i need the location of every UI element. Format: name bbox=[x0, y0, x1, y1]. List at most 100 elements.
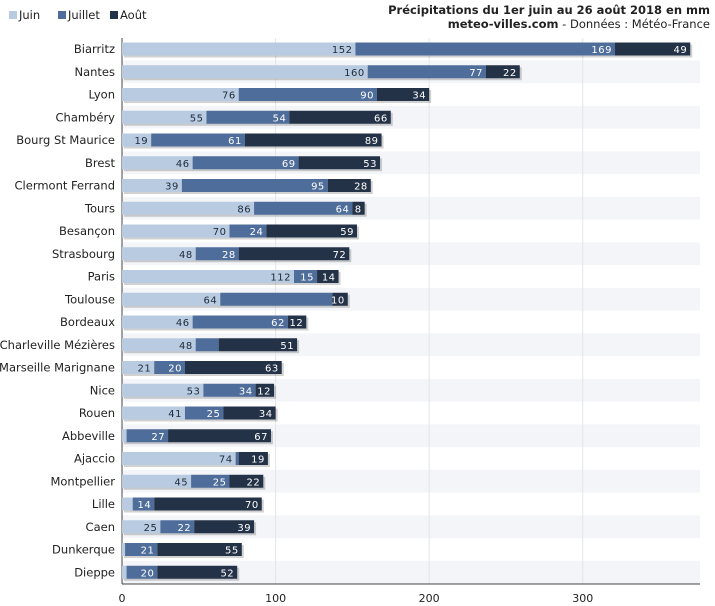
bar-juillet bbox=[355, 42, 615, 56]
category-label: Tours bbox=[84, 201, 115, 215]
bar-juillet bbox=[238, 88, 377, 101]
chart-subtitle: meteo-villes.com - Données : Météo-Franc… bbox=[448, 17, 710, 31]
bar-juin bbox=[122, 520, 161, 534]
bar-aout bbox=[238, 247, 350, 261]
legend-swatch-juin bbox=[9, 11, 17, 19]
data-label-juin: 70 bbox=[213, 227, 227, 238]
data-label-juin: 64 bbox=[204, 295, 218, 306]
bar-juin bbox=[122, 474, 192, 488]
bar-aout bbox=[298, 156, 381, 170]
bar-juillet bbox=[191, 474, 230, 488]
category-label: Brest bbox=[85, 156, 115, 170]
data-label-juin: 46 bbox=[176, 159, 190, 170]
category-label: Bordeaux bbox=[60, 315, 115, 329]
category-label: Nice bbox=[90, 383, 115, 397]
bar-juillet bbox=[184, 406, 224, 420]
source-credit: - Données : Météo-France bbox=[559, 17, 710, 31]
data-label-juillet: 22 bbox=[177, 523, 191, 534]
data-label-aout: 55 bbox=[225, 546, 239, 557]
category-label: Ajaccio bbox=[74, 452, 115, 466]
x-tick-label: 0 bbox=[119, 592, 126, 605]
legend-label-juin: Juin bbox=[18, 8, 40, 22]
bar-juin bbox=[122, 179, 182, 192]
bar-aout bbox=[184, 361, 282, 374]
bar-juin bbox=[122, 292, 221, 306]
data-label-aout: 51 bbox=[280, 341, 294, 352]
bar-juin bbox=[122, 497, 133, 511]
data-label-juin: 41 bbox=[168, 409, 182, 420]
bar-juillet bbox=[254, 201, 353, 215]
bar-juillet bbox=[192, 156, 299, 170]
category-labels: Biarritz Nantes Lyon Chambéry Bourg St Mauri… bbox=[0, 42, 115, 579]
legend-swatch-juillet bbox=[58, 11, 66, 19]
bar-aout bbox=[255, 383, 275, 397]
bar-juin bbox=[122, 133, 152, 147]
data-label-juillet: 24 bbox=[250, 227, 264, 238]
x-tick-label: 300 bbox=[572, 592, 593, 605]
data-label-juillet: 15 bbox=[300, 273, 314, 284]
bar-juillet bbox=[192, 315, 288, 329]
data-label-aout: 34 bbox=[412, 91, 426, 102]
data-label-juillet: 77 bbox=[469, 68, 483, 79]
bar-juillet bbox=[367, 65, 486, 79]
bar-juillet bbox=[126, 429, 169, 443]
data-label-juin: 55 bbox=[190, 113, 204, 124]
data-label-juillet: 169 bbox=[591, 45, 612, 56]
category-label: Lille bbox=[92, 497, 115, 511]
bar-juillet bbox=[160, 520, 195, 534]
bar-juillet bbox=[181, 179, 328, 192]
bar-juin bbox=[122, 429, 127, 443]
data-label-juillet: 61 bbox=[228, 136, 242, 147]
bar-juillet bbox=[154, 361, 185, 374]
row-band bbox=[122, 515, 700, 539]
category-label: Nantes bbox=[74, 65, 115, 79]
data-label-aout: 10 bbox=[331, 295, 345, 306]
bar-aout bbox=[154, 497, 262, 511]
data-label-juillet: 34 bbox=[239, 386, 253, 397]
bar-juin bbox=[122, 247, 196, 261]
data-label-aout: 22 bbox=[247, 477, 261, 488]
data-label-juillet: 25 bbox=[213, 477, 227, 488]
bar-aout bbox=[157, 565, 238, 579]
data-label-juin: 53 bbox=[187, 386, 201, 397]
data-label-juillet: 90 bbox=[360, 91, 374, 102]
bars: 152 169 49 160 77 22 76 90 34 55 54 66 19 61 89 46 69 53 3… bbox=[122, 42, 693, 581]
bar-juin bbox=[122, 565, 127, 579]
bar-juin bbox=[122, 110, 207, 124]
category-label: Toulouse bbox=[64, 292, 115, 306]
data-label-aout: 22 bbox=[503, 68, 517, 79]
data-label-aout: 59 bbox=[340, 227, 354, 238]
bar-juin bbox=[122, 42, 356, 56]
data-label-juin: 74 bbox=[219, 455, 233, 466]
category-label: Strasbourg bbox=[52, 247, 115, 261]
category-label: Rouen bbox=[79, 406, 115, 420]
bar-juillet bbox=[195, 338, 219, 352]
bar-aout bbox=[289, 110, 391, 124]
bar-aout bbox=[614, 42, 691, 56]
data-label-juillet: 64 bbox=[336, 204, 350, 215]
data-label-aout: 28 bbox=[354, 182, 368, 193]
bar-juillet bbox=[126, 565, 158, 579]
category-label: Besançon bbox=[59, 224, 115, 238]
data-label-juin: 86 bbox=[237, 204, 251, 215]
legend-swatch-aout bbox=[110, 11, 118, 19]
bar-juillet bbox=[294, 270, 318, 283]
bar-aout bbox=[352, 201, 365, 215]
category-label: Dieppe bbox=[74, 565, 115, 579]
data-label-aout: 89 bbox=[365, 136, 379, 147]
data-label-juillet: 28 bbox=[222, 250, 236, 261]
category-label: Clermont Ferrand bbox=[15, 179, 115, 193]
category-label: Charleville Mézières bbox=[0, 338, 115, 352]
data-label-aout: 53 bbox=[363, 159, 377, 170]
data-label-aout: 19 bbox=[251, 455, 265, 466]
category-label: Chambéry bbox=[56, 110, 116, 124]
bar-aout bbox=[376, 88, 430, 101]
bar-juin bbox=[122, 88, 239, 101]
data-label-juin: 46 bbox=[176, 318, 190, 329]
data-label-juillet: 20 bbox=[168, 364, 182, 375]
bar-juin bbox=[122, 65, 368, 79]
bar-aout bbox=[485, 65, 520, 79]
data-label-juin: 152 bbox=[332, 45, 353, 56]
bar-juin bbox=[122, 452, 236, 465]
